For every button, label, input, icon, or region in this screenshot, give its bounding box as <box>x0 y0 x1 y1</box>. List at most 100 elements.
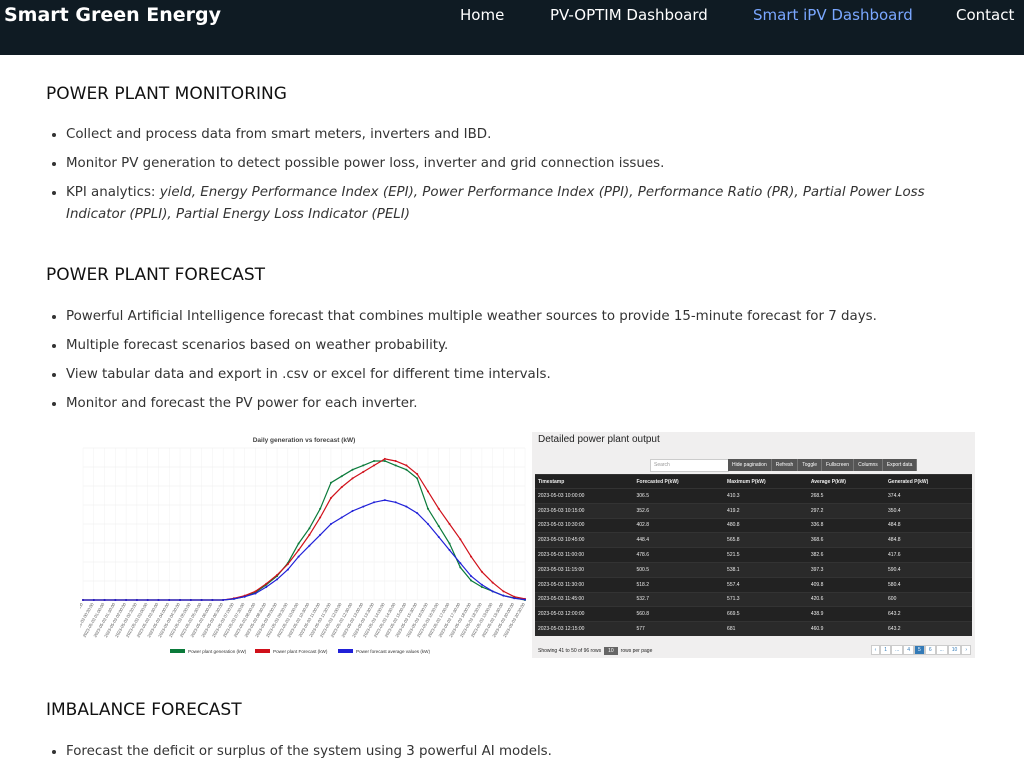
point <box>329 523 332 525</box>
table-cell: 268.5 <box>807 488 886 504</box>
point <box>373 464 376 467</box>
table-cell: 2023-05-03 11:45:00 <box>535 591 634 607</box>
point <box>265 585 268 588</box>
page-button[interactable]: ... <box>935 645 948 655</box>
table-cell: 571.3 <box>724 591 808 607</box>
bullet-item: Collect and process data from smart mete… <box>66 124 966 146</box>
table-cell: 557.4 <box>724 576 808 593</box>
point <box>319 507 322 510</box>
table-cell: 681 <box>724 621 808 636</box>
page-button[interactable]: 5 <box>914 645 925 655</box>
page-button[interactable]: ... <box>891 645 904 655</box>
table-cell: 2023-05-03 12:15:00 <box>535 621 634 636</box>
table-cell: 521.5 <box>724 547 808 563</box>
point <box>319 516 322 519</box>
point <box>265 582 268 585</box>
bullet-text: Powerful Artificial Intelligence forecas… <box>66 309 877 324</box>
page-button[interactable]: ‹ <box>870 645 881 655</box>
table-cell: 600 <box>885 591 972 607</box>
bullet-item: Monitor PV generation to detect possible… <box>66 153 966 175</box>
point <box>297 555 300 558</box>
point <box>254 592 257 595</box>
search-box[interactable]: Search <box>650 459 729 472</box>
point <box>319 533 322 536</box>
point <box>459 538 462 541</box>
per-page-label: rows per page <box>620 648 653 654</box>
point <box>470 555 473 558</box>
table-cell: 397.3 <box>807 561 886 578</box>
table-footer: Showing 41 to 50 of 96 rows 10 rows per pa… <box>538 647 652 655</box>
nav-link[interactable]: PV-OPTIM Dashboard <box>550 6 708 24</box>
table-cell: 306.5 <box>633 488 725 504</box>
table-cell: 2023-05-03 11:30:00 <box>535 576 634 593</box>
rows-info: Showing 41 to 50 of 96 rows <box>538 648 602 654</box>
chart: Daily generation vs forecast (kW) 2023-0… <box>80 437 526 654</box>
point <box>513 595 516 598</box>
point <box>416 512 419 515</box>
table-cell: 2023-05-03 11:00:00 <box>535 547 634 563</box>
table-row: 2023-05-03 12:15:00 577 681 460.9 643.2 <box>535 621 972 636</box>
section-heading: IMBALANCE FORECAST <box>46 700 242 720</box>
toolbar-button[interactable]: Columns <box>854 459 883 471</box>
navbar: Smart Green Energy Home PV-OPTIM Dashboar… <box>0 0 1024 55</box>
point <box>297 542 300 545</box>
nav-link[interactable]: Contact <box>956 6 1015 24</box>
toolbar-button[interactable]: Refresh <box>771 459 799 471</box>
point <box>394 501 397 504</box>
point <box>103 599 106 601</box>
page-button[interactable]: 4 <box>903 645 915 655</box>
point <box>329 496 332 499</box>
page-button[interactable]: 10 <box>947 645 962 655</box>
table-cell: 368.6 <box>807 532 886 548</box>
nav-link[interactable]: Home <box>460 6 505 24</box>
toolbar-button[interactable]: Hide pagination <box>728 459 772 471</box>
point <box>329 481 332 484</box>
column-header[interactable]: Forecasted P(kW) <box>633 474 725 489</box>
point <box>502 590 505 593</box>
bullet-text: KPI analytics: <box>66 185 160 200</box>
table-cell: 480.8 <box>724 517 808 533</box>
table-title: Detailed power plant output <box>538 434 660 445</box>
point <box>362 464 365 467</box>
nav-link[interactable]: Smart iPV Dashboard <box>753 6 913 24</box>
column-header[interactable]: Maximum P(kW) <box>724 474 808 489</box>
page-button[interactable]: › <box>961 645 971 655</box>
point <box>480 585 483 588</box>
toolbar-button[interactable]: Fullscreen <box>822 459 855 471</box>
page-size[interactable]: 10 <box>604 647 618 655</box>
point <box>448 523 451 525</box>
point <box>82 599 84 601</box>
toolbar-button[interactable]: Toggle <box>798 459 822 471</box>
point <box>470 579 473 582</box>
point <box>405 464 408 467</box>
section-heading: POWER PLANT FORECAST <box>46 265 266 285</box>
point <box>232 597 235 600</box>
table-row: 2023-05-03 12:00:00 560.8 669.5 438.9 643.2 <box>535 606 972 622</box>
column-header[interactable]: Average P(kW) <box>807 474 886 489</box>
point <box>351 468 354 471</box>
point <box>308 544 311 547</box>
point <box>157 599 160 601</box>
bullet-text: Monitor and forecast the PV power for ea… <box>66 396 418 411</box>
point <box>480 570 483 573</box>
column-header[interactable]: Generated P(kW) <box>885 474 972 489</box>
table-cell: 350.4 <box>885 502 972 519</box>
bullet-text: Multiple forecast scenarios based on wea… <box>66 338 449 353</box>
brand[interactable]: Smart Green Energy <box>4 4 221 26</box>
legend-swatch <box>338 649 353 653</box>
pagination: ‹ 1... 4 5 6... 10 › <box>870 645 971 655</box>
page-button[interactable]: 1 <box>880 645 892 655</box>
table-cell: 2023-05-03 10:30:00 <box>535 517 634 533</box>
table-row: 2023-05-03 10:15:00 352.6 419.2 297.2 350.4 <box>535 502 972 519</box>
table-cell: 352.6 <box>633 502 725 519</box>
toolbar-button[interactable]: Export data <box>882 459 918 471</box>
bullet-list: Forecast the deficit or surplus of the s… <box>46 741 966 770</box>
column-header[interactable]: Timestamp <box>535 474 634 489</box>
table-row: 2023-05-03 11:15:00 500.5 538.1 397.3 590.4 <box>535 561 972 578</box>
page-button[interactable]: 6 <box>924 645 936 655</box>
table-cell: 382.6 <box>807 547 886 563</box>
point <box>426 490 429 493</box>
table-cell: 2023-05-03 10:00:00 <box>535 488 634 504</box>
bullet-text: Collect and process data from smart mete… <box>66 127 492 142</box>
table-cell: 590.4 <box>885 561 972 578</box>
